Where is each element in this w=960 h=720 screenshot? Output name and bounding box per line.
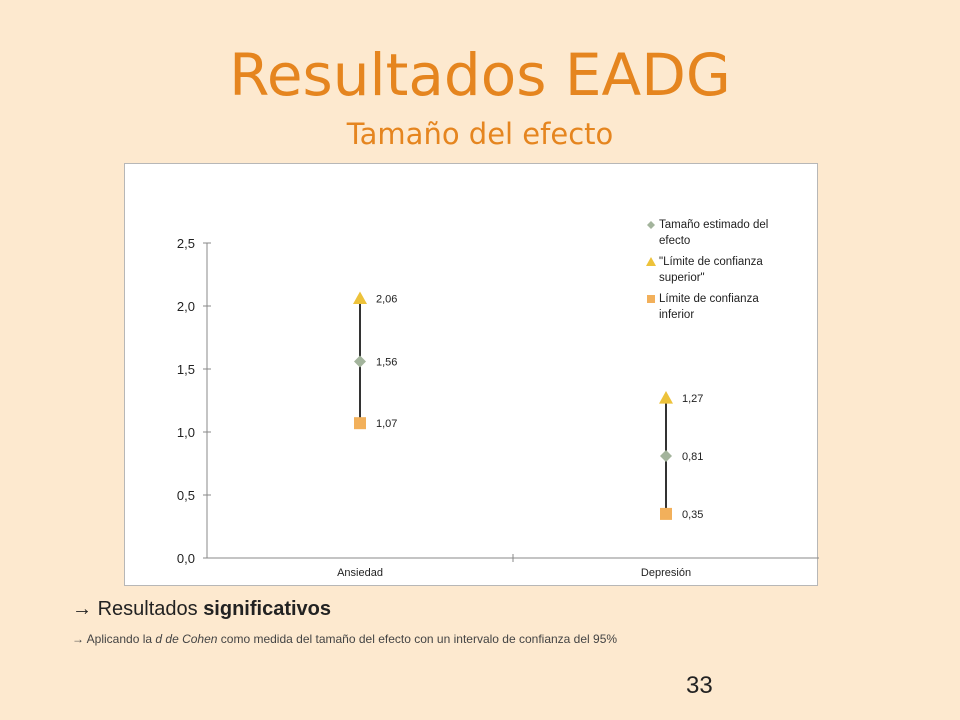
data-label: 1,07	[376, 418, 397, 430]
bullet-sub-suffix: como medida del tamaño del efecto con un…	[217, 632, 618, 646]
bullet-main-prefix: Resultados	[97, 598, 204, 620]
data-label: 0,35	[682, 509, 703, 521]
slide-title: Resultados EADG	[229, 41, 731, 109]
x-tick-label: Depresión	[641, 567, 691, 579]
legend-entry-text: inferior	[659, 309, 694, 321]
y-tick-label: 2,5	[177, 236, 195, 251]
legend-entry-text: Límite de confianza	[659, 293, 759, 305]
y-tick-label: 2,0	[177, 299, 195, 314]
bullet-sub-italic: d de Cohen	[155, 632, 218, 646]
y-tick-label: 1,0	[177, 425, 195, 440]
slide-subtitle: Tamaño del efecto	[346, 117, 614, 151]
y-tick-label: 0,5	[177, 488, 195, 503]
upper-limit-marker	[353, 291, 367, 305]
data-label: 1,56	[376, 356, 397, 368]
bullet-arrow: →	[72, 598, 92, 620]
bullet-sub-prefix: Aplicando la	[86, 632, 156, 646]
bullet-main-bold: significativos	[203, 598, 331, 620]
y-tick-label: 0,0	[177, 551, 195, 566]
legend-entry-text: superior"	[659, 272, 705, 284]
estimate-marker	[660, 449, 672, 462]
x-tick-label: Ansiedad	[337, 567, 383, 579]
estimate-marker	[354, 355, 366, 368]
legend-marker	[647, 221, 655, 229]
lower-limit-marker	[660, 507, 672, 520]
lower-limit-marker	[354, 417, 366, 430]
data-label: 0,81	[682, 451, 703, 463]
data-label: 2,06	[376, 293, 397, 305]
data-label: 1,27	[682, 393, 703, 405]
bullet-main: → Resultados significativos	[72, 598, 331, 621]
y-tick-label: 1,5	[177, 362, 195, 377]
legend-marker	[646, 257, 656, 266]
upper-limit-marker	[659, 390, 673, 404]
legend-marker	[647, 295, 655, 303]
bullet-sub: → Aplicando la d de Cohen como medida de…	[72, 632, 617, 646]
page-number: 33	[686, 672, 713, 699]
legend-entry-text: "Límite de confianza	[659, 256, 763, 268]
effect-size-chart: 0,0 0,5 1,0 1,5 2,0 2,5 Ansiedad Depresión 1,56 0…	[177, 219, 819, 579]
bullet-sub-arrow: →	[72, 632, 84, 646]
chart-panel: 0,0 0,5 1,0 1,5 2,0 2,5 Ansiedad Depresión 1,56 0…	[124, 163, 819, 586]
legend-entry-text: Tamaño estimado del	[659, 219, 768, 231]
legend-entry-text: efecto	[659, 235, 690, 247]
